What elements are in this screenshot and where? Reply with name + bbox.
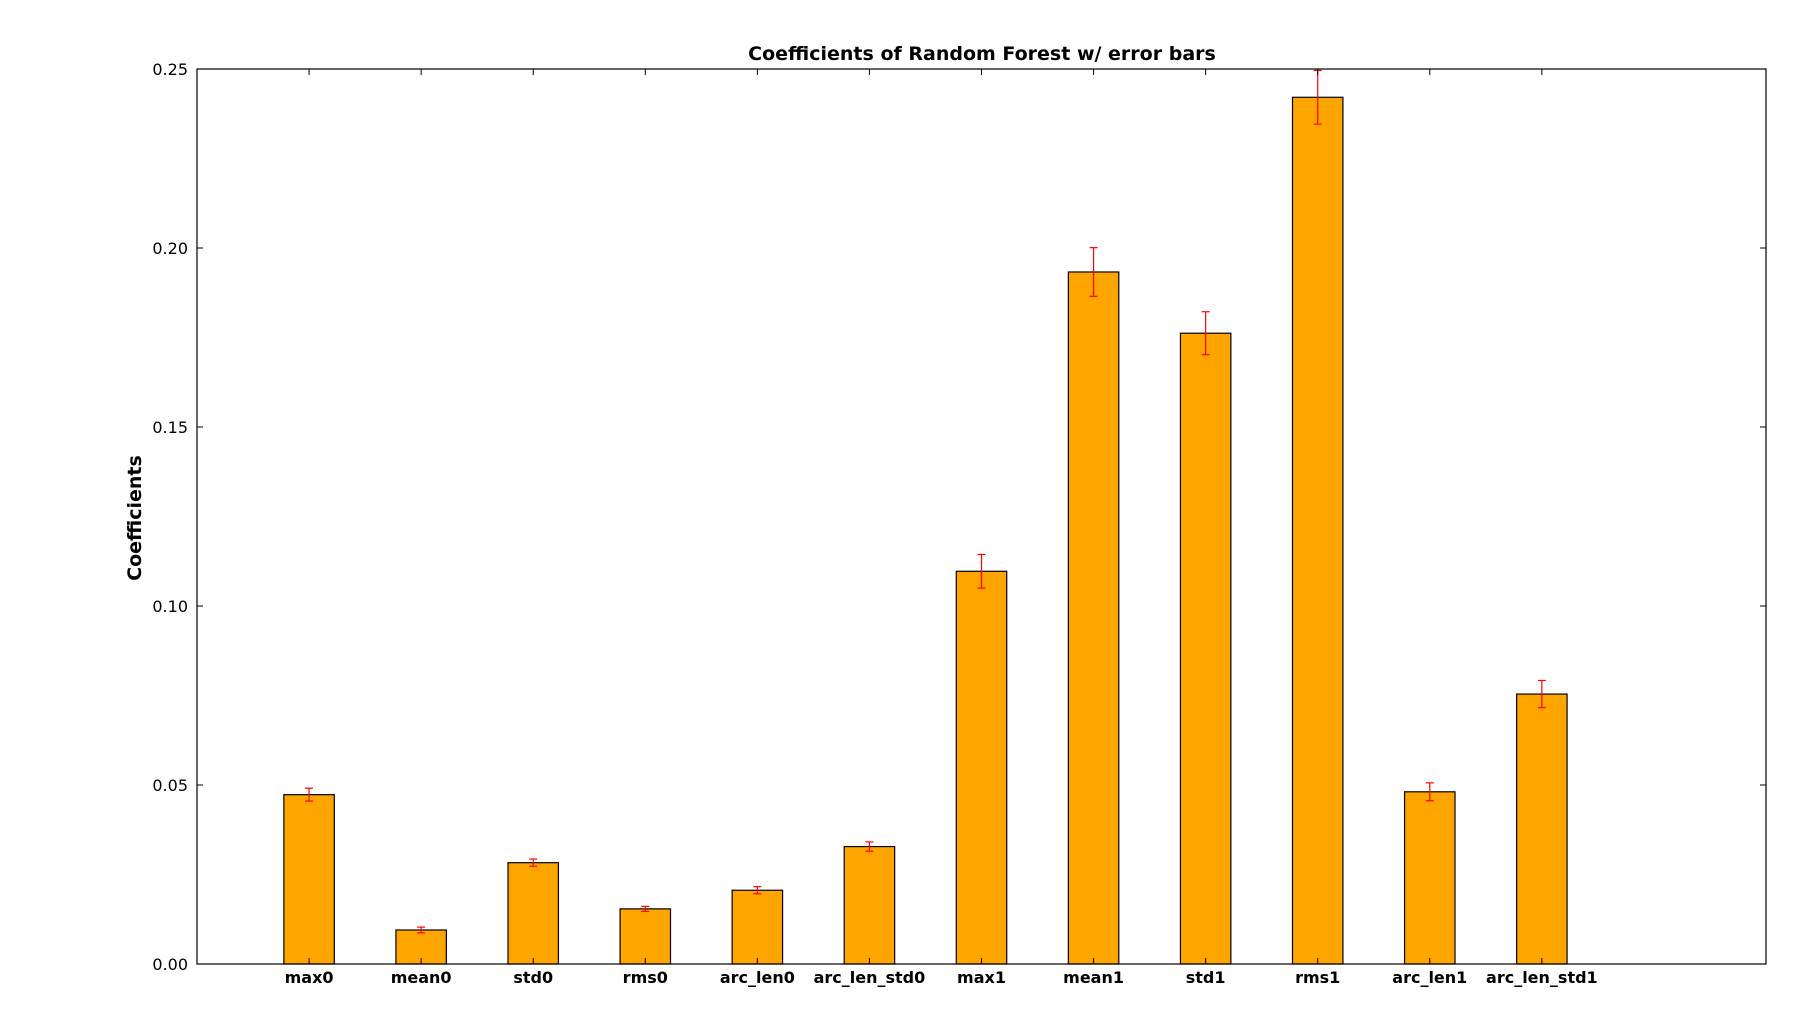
chart-title: Coefficients of Random Forest w/ error b…: [748, 43, 1216, 65]
y-axis-label: Coefficients: [124, 455, 146, 581]
bar-max0: [283, 794, 335, 965]
error-bar-arc_len1: [1425, 782, 1434, 802]
bar-rms1: [1291, 96, 1344, 965]
error-bar-arc_len_std0: [865, 841, 874, 852]
error-bar-arc_len0: [753, 886, 762, 895]
plot-frame: [196, 68, 1767, 965]
y-tick-label: 0.05: [152, 776, 188, 795]
x-tick-label: arc_len_std1: [1486, 968, 1598, 987]
x-tick-label: arc_len_std0: [814, 968, 926, 987]
error-bar-max1: [977, 553, 986, 589]
x-tick-label: arc_len0: [720, 968, 795, 987]
bar-mean1: [1067, 271, 1120, 965]
bar-arc_len_std1: [1516, 693, 1568, 965]
y-tick-label: 0.10: [152, 597, 188, 616]
error-bar-max0: [305, 787, 314, 802]
error-bar-rms0: [641, 905, 650, 912]
x-tick-label: arc_len1: [1392, 968, 1467, 987]
x-tick-label: mean1: [1063, 968, 1124, 987]
bars-group: [283, 96, 1568, 965]
bar-max1: [955, 570, 1008, 965]
x-tick-label: mean0: [391, 968, 452, 987]
y-tick-label: 0.00: [152, 955, 188, 974]
bar-arc_len0: [731, 889, 784, 965]
error-bar-arc_len_std1: [1537, 679, 1546, 709]
y-tick-label: 0.15: [152, 418, 188, 437]
bar-std1: [1179, 332, 1232, 965]
bar-rms0: [619, 908, 672, 965]
x-tick-label: rms1: [1295, 968, 1340, 987]
error-bar-std1: [1201, 311, 1210, 356]
x-tick-label: max0: [285, 968, 334, 987]
y-tick-label: 0.20: [152, 239, 188, 258]
y-tick-label: 0.25: [152, 60, 188, 79]
x-tick-label: std1: [1186, 968, 1226, 987]
bar-std0: [507, 862, 560, 965]
bar-arc_len1: [1403, 791, 1456, 965]
x-tick-label: max1: [957, 968, 1006, 987]
error-bar-mean0: [417, 926, 426, 934]
error-bar-std0: [529, 858, 538, 867]
tick-labels-group: max0 mean0 std0 rms0 arc_len0 arc_len_std0 max…: [152, 60, 1597, 987]
error-bars-group: [305, 69, 1546, 934]
error-bar-mean1: [1089, 247, 1098, 297]
bar-arc_len_std0: [843, 845, 896, 965]
x-tick-label: rms0: [623, 968, 668, 987]
x-tick-label: std0: [513, 968, 553, 987]
